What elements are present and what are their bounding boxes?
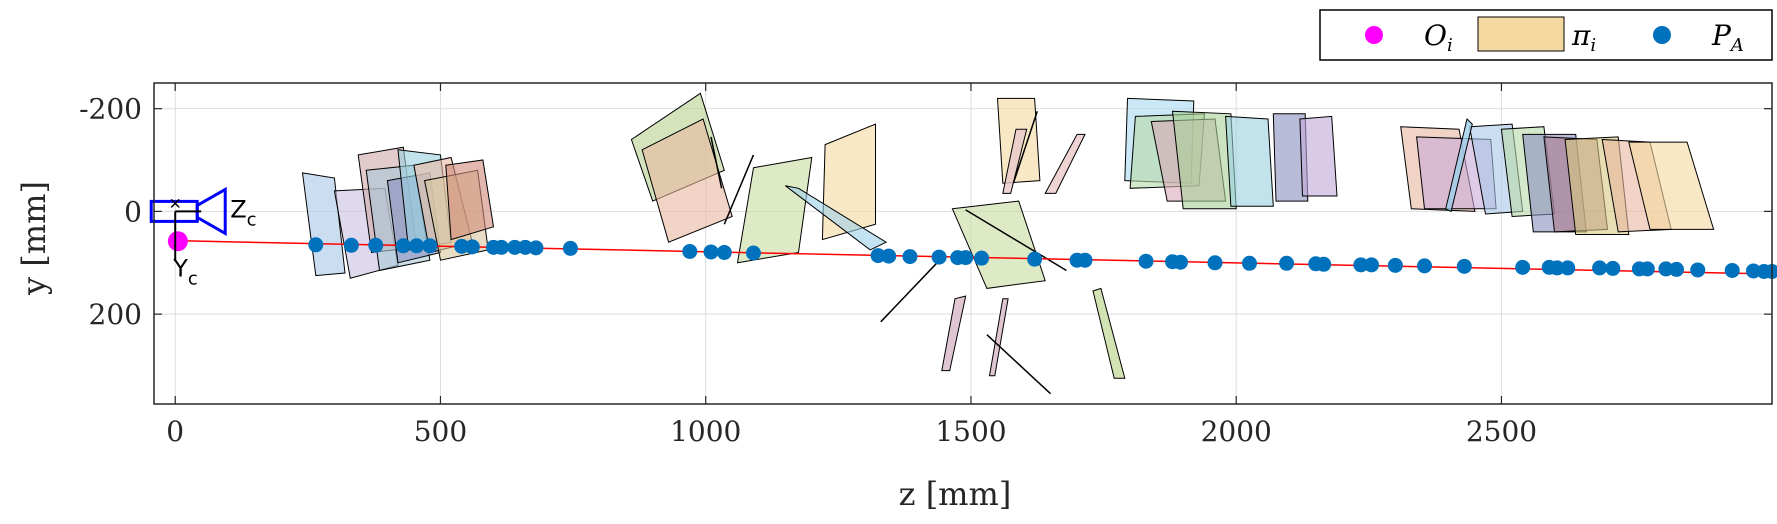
point-pa	[563, 241, 578, 256]
x-tick-label: 1000	[670, 415, 741, 448]
point-pa	[344, 238, 359, 253]
point-pa	[1388, 258, 1403, 273]
point-pa	[1027, 252, 1042, 267]
point-pa	[1242, 256, 1257, 271]
point-pa	[974, 251, 989, 266]
legend: Oi πi PA	[1320, 10, 1772, 60]
point-pa	[528, 240, 543, 255]
point-pa	[1139, 254, 1154, 269]
plane-pi	[446, 160, 494, 240]
point-pa	[881, 249, 896, 264]
legend-marker-pi	[1478, 17, 1564, 51]
camera-label-y-sub: c	[188, 268, 198, 289]
camera-icon: Zc Yc	[151, 189, 256, 289]
point-pa	[308, 237, 323, 252]
point-pa	[717, 245, 732, 260]
plane-pi	[1300, 116, 1337, 196]
point-pa	[1725, 263, 1740, 278]
point-pa	[704, 244, 719, 259]
plane-pi-edge-on	[942, 296, 966, 371]
point-pa	[1316, 257, 1331, 272]
point-pa	[1173, 255, 1188, 270]
point-pa	[494, 240, 509, 255]
point-pa	[396, 238, 411, 253]
plane-pi	[738, 158, 812, 263]
point-pa	[422, 238, 437, 253]
x-tick-label: 500	[414, 415, 467, 448]
legend-marker-pa	[1653, 26, 1671, 44]
point-oi	[168, 231, 188, 251]
point-pa	[932, 250, 947, 265]
point-pa	[1605, 261, 1620, 276]
point-pa	[1515, 260, 1530, 275]
point-pa	[1279, 256, 1294, 271]
point-pa	[465, 239, 480, 254]
point-pa	[409, 238, 424, 253]
point-pa	[1690, 262, 1705, 277]
point-pa	[682, 244, 697, 259]
x-axis-label: z [mm]	[899, 475, 1012, 513]
plane-pi-edge-on	[1093, 288, 1125, 378]
point-pa	[1560, 260, 1575, 275]
x-tick-label: 1500	[935, 415, 1006, 448]
y-tick-label: -200	[79, 93, 142, 126]
point-pa	[958, 250, 973, 265]
x-tick-label: 2500	[1466, 415, 1537, 448]
point-pa	[1640, 261, 1655, 276]
point-pa	[1669, 262, 1684, 277]
y-axis-label: y [mm]	[15, 181, 53, 296]
point-pa	[1457, 259, 1472, 274]
x-tick-label: 2000	[1201, 415, 1272, 448]
plane-pi-edge-line	[881, 255, 945, 322]
y-tick-label: 0	[124, 195, 142, 228]
point-pa	[746, 246, 761, 261]
legend-marker-oi	[1365, 26, 1383, 44]
camera-label-z-sub: c	[247, 209, 257, 230]
plane-pi	[952, 201, 1045, 288]
point-pa	[1417, 258, 1432, 273]
point-pa	[368, 238, 383, 253]
point-pa	[902, 249, 917, 264]
camera-label-y: Yc	[172, 254, 198, 289]
x-tick-label: 0	[166, 415, 184, 448]
plane-pi	[1226, 116, 1274, 206]
plane-pi-edge-on	[1045, 134, 1085, 193]
point-pa	[1364, 257, 1379, 272]
point-pa	[1592, 260, 1607, 275]
camera-label-z: Zc	[230, 195, 256, 230]
plane-pi	[303, 173, 346, 276]
y-tick-label: 200	[89, 298, 142, 331]
plane-pi-edge-on	[990, 299, 1009, 376]
point-pa	[1078, 253, 1093, 268]
point-pa	[1207, 255, 1222, 270]
